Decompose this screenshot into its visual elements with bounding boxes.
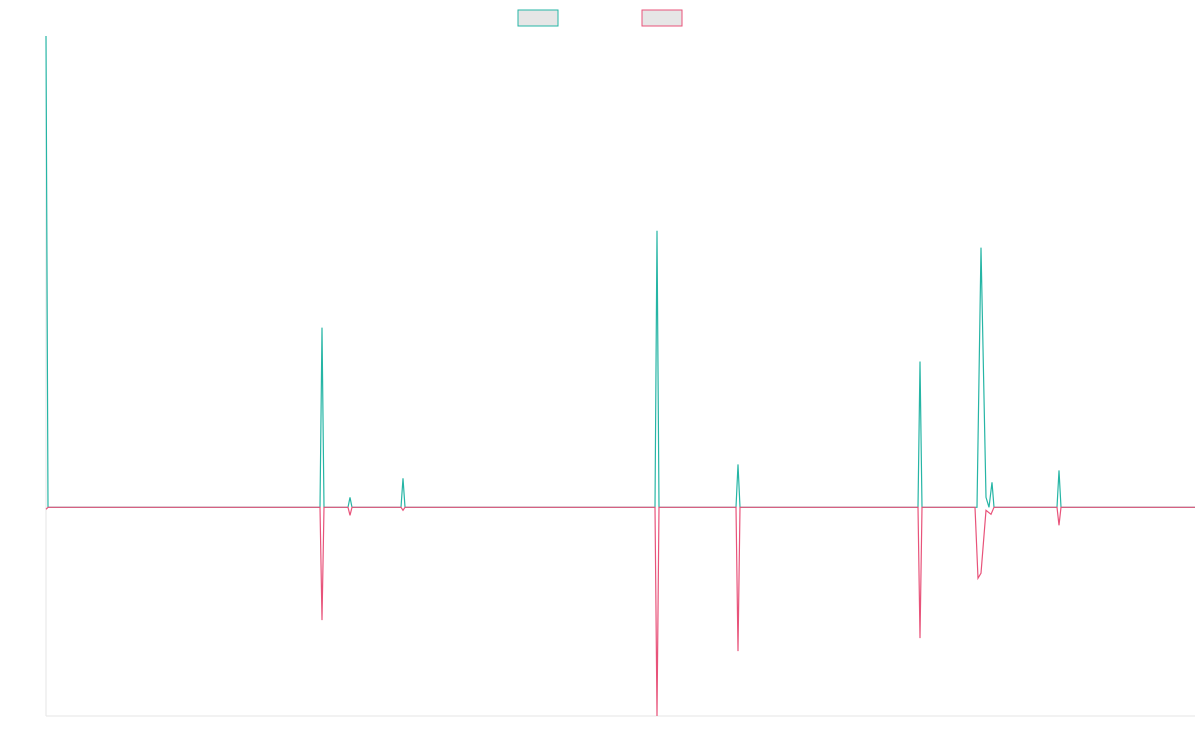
chart-legend[interactable] [517, 9, 683, 27]
legend-swatch-2[interactable] [641, 9, 683, 27]
series-line-2 [45, 506, 1195, 717]
legend-swatch-1[interactable] [517, 9, 559, 27]
series-line-1 [45, 35, 1195, 508]
series-layer [45, 35, 1195, 717]
